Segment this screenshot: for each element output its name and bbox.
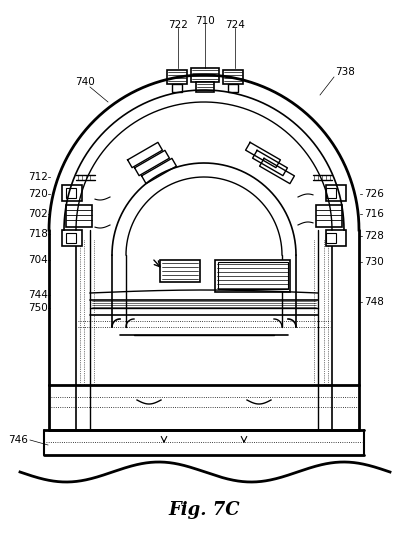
Bar (160, 260, 200, 282)
Text: 748: 748 (364, 297, 384, 307)
Bar (66, 233, 76, 243)
Text: 730: 730 (364, 257, 384, 267)
Bar (316, 205, 342, 227)
Bar (223, 70, 243, 84)
Bar (228, 84, 238, 92)
Bar (326, 230, 346, 246)
Text: 750: 750 (28, 303, 48, 313)
Text: 728: 728 (364, 231, 384, 241)
Text: Fig. 7C: Fig. 7C (168, 501, 240, 519)
Text: 712: 712 (28, 172, 48, 182)
Bar (196, 82, 214, 92)
Bar (66, 188, 76, 198)
Text: 722: 722 (168, 20, 188, 30)
Text: 702: 702 (28, 209, 48, 219)
Bar (326, 185, 346, 201)
Bar (326, 233, 336, 243)
Bar (172, 84, 182, 92)
Text: 746: 746 (8, 435, 28, 445)
Bar (218, 262, 288, 289)
Text: 740: 740 (75, 77, 95, 87)
Text: 716: 716 (364, 209, 384, 219)
Bar (66, 205, 92, 227)
Text: 726: 726 (364, 189, 384, 199)
Text: 718: 718 (28, 229, 48, 239)
Bar (191, 68, 219, 82)
Bar (62, 185, 82, 201)
Text: 724: 724 (225, 20, 245, 30)
Text: 720: 720 (28, 189, 48, 199)
Bar (167, 70, 187, 84)
Bar (215, 260, 290, 292)
Bar (326, 188, 336, 198)
Text: 738: 738 (335, 67, 355, 77)
Bar (62, 230, 82, 246)
Text: 710: 710 (195, 16, 215, 26)
Text: 704: 704 (28, 255, 48, 265)
Text: 744: 744 (28, 290, 48, 300)
